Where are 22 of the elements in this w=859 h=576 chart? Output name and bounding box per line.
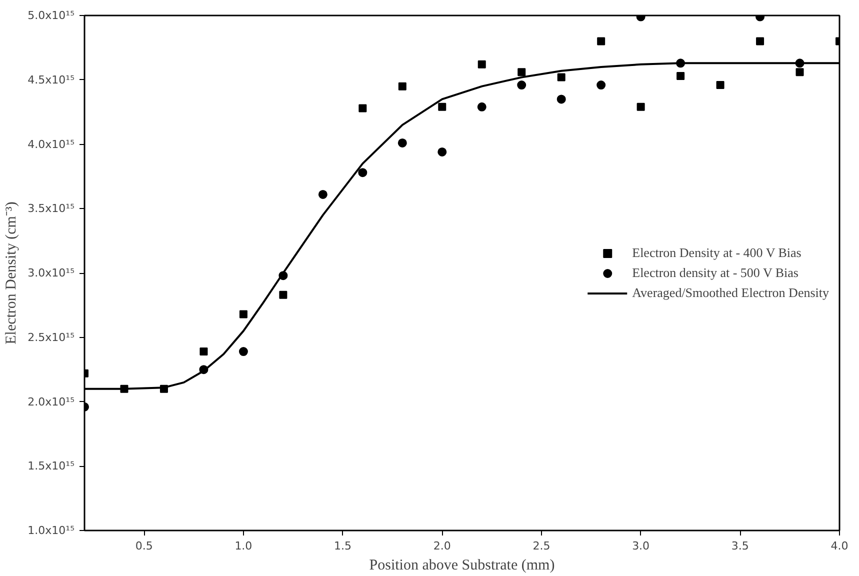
x-tick-label: 0.5 — [135, 540, 153, 552]
y-tick-label: 1.0x10¹⁵ — [28, 524, 75, 537]
x-tick-label: 1.5 — [334, 540, 352, 552]
y-tick-label: 1.5x10¹⁵ — [28, 460, 75, 473]
y-tick-label: 4.0x10¹⁵ — [28, 138, 75, 151]
x-tick-label: 4.0 — [830, 540, 848, 552]
legend-label: Averaged/Smoothed Electron Density — [632, 284, 829, 300]
y-tick-label: 3.5x10¹⁵ — [28, 202, 75, 216]
y-tick-label: 3.0x10¹⁵ — [28, 266, 75, 280]
x-tick-label: 3.5 — [731, 540, 749, 552]
x-tick-label: 1.0 — [234, 540, 252, 552]
y-axis-title: Electron Density (cm⁻³) — [4, 202, 20, 344]
x-axis-title: Position above Substrate (mm) — [369, 558, 555, 574]
x-tick-label: 2.0 — [433, 540, 451, 552]
y-tick-label: 5.0x10¹⁵ — [28, 9, 75, 22]
x-tick-label: 2.5 — [532, 540, 550, 552]
y-tick-label: 2.0x10¹⁵ — [28, 395, 75, 408]
x-tick-label: 3.0 — [632, 540, 650, 552]
legend-label: Electron density at - 500 V Bias — [632, 264, 798, 280]
y-tick-label: 2.5x10¹⁵ — [28, 330, 75, 344]
y-tick-label: 4.5x10¹⁵ — [28, 73, 75, 86]
legend-label: Electron Density at - 400 V Bias — [632, 244, 802, 260]
